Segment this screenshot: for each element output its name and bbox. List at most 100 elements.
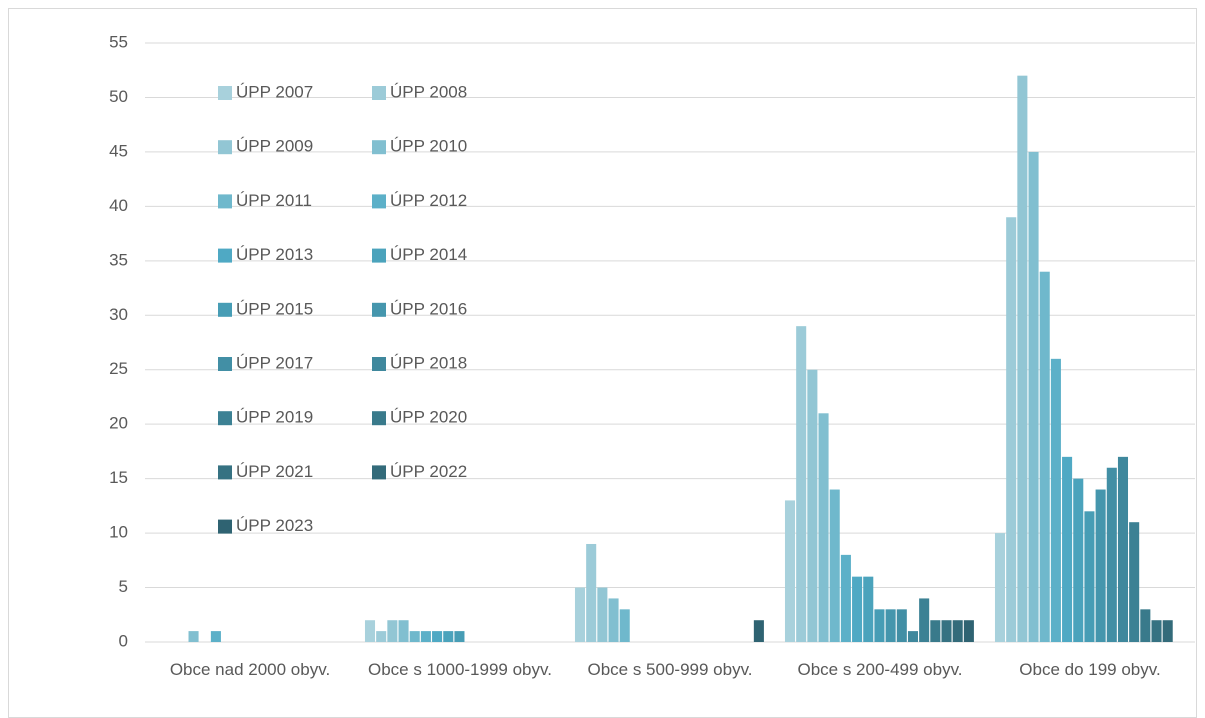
y-tick-label: 45 xyxy=(109,141,128,160)
y-tick-label: 50 xyxy=(109,87,128,106)
bar xyxy=(952,620,963,642)
bar xyxy=(1106,467,1117,642)
legend-swatch xyxy=(372,411,386,426)
bar xyxy=(852,576,863,642)
bar xyxy=(941,620,952,642)
y-tick-label: 10 xyxy=(109,523,128,542)
bar xyxy=(1095,489,1106,642)
bar xyxy=(896,609,907,642)
bar xyxy=(796,326,807,642)
legend-label: ÚPP 2009 xyxy=(236,137,313,156)
legend-swatch xyxy=(218,519,232,534)
x-tick-label: Obce s 200-499 obyv. xyxy=(797,660,963,679)
bar xyxy=(454,631,465,642)
legend-swatch xyxy=(372,465,386,480)
legend-label: ÚPP 2021 xyxy=(236,462,313,481)
bar xyxy=(1017,75,1028,642)
bar xyxy=(829,489,840,642)
legend-label: ÚPP 2017 xyxy=(236,353,313,372)
x-tick-label: Obce s 1000-1999 obyv. xyxy=(368,660,552,679)
legend-label: ÚPP 2008 xyxy=(390,82,467,101)
bar xyxy=(619,609,630,642)
bar xyxy=(919,598,930,642)
legend-swatch xyxy=(218,465,232,480)
bar xyxy=(863,576,874,642)
bar xyxy=(1028,151,1039,642)
bar xyxy=(1151,620,1162,642)
legend-label: ÚPP 2010 xyxy=(390,137,467,156)
bar xyxy=(963,620,974,642)
legend-swatch xyxy=(372,194,386,209)
legend-swatch xyxy=(218,302,232,317)
bar xyxy=(1062,456,1073,642)
legend-swatch xyxy=(372,248,386,263)
legend-label: ÚPP 2014 xyxy=(390,245,467,264)
legend-swatch xyxy=(218,194,232,209)
legend-label: ÚPP 2019 xyxy=(236,408,313,427)
legend-swatch xyxy=(218,357,232,371)
legend-label: ÚPP 2020 xyxy=(390,408,467,427)
y-tick-label: 15 xyxy=(109,468,128,487)
bar xyxy=(387,620,398,642)
bar xyxy=(1006,217,1017,642)
y-tick-label: 35 xyxy=(109,250,128,269)
y-tick-label: 20 xyxy=(109,414,128,433)
x-tick-label: Obce do 199 obyv. xyxy=(1019,660,1161,679)
bar xyxy=(443,631,454,642)
y-tick-label: 25 xyxy=(109,359,128,378)
legend-label: ÚPP 2016 xyxy=(390,299,467,318)
bar xyxy=(1050,358,1061,642)
bar xyxy=(818,413,829,642)
legend-label: ÚPP 2012 xyxy=(390,191,467,210)
bar xyxy=(376,631,387,642)
legend-swatch xyxy=(372,302,386,317)
bar xyxy=(930,620,941,642)
bar xyxy=(210,631,221,642)
legend-label: ÚPP 2015 xyxy=(236,299,313,318)
bar xyxy=(432,631,443,642)
legend-swatch xyxy=(218,86,232,100)
bar xyxy=(840,554,851,642)
legend-label: ÚPP 2007 xyxy=(236,82,313,101)
bar xyxy=(1073,478,1084,642)
legend-swatch xyxy=(218,140,232,155)
bar xyxy=(1129,522,1140,642)
y-tick-label: 40 xyxy=(109,196,128,215)
bar xyxy=(753,620,764,642)
bar xyxy=(586,543,597,642)
bar xyxy=(420,631,431,642)
y-tick-label: 30 xyxy=(109,305,128,324)
bar xyxy=(1140,609,1151,642)
bar xyxy=(994,533,1006,642)
y-tick-label: 0 xyxy=(119,631,128,650)
bar xyxy=(188,631,199,642)
bar xyxy=(885,609,896,642)
legend-swatch xyxy=(218,248,232,263)
legend-swatch xyxy=(372,357,386,371)
bar xyxy=(398,620,409,642)
bar xyxy=(608,598,619,642)
bar xyxy=(784,500,796,642)
bar xyxy=(409,631,420,642)
legend-label: ÚPP 2022 xyxy=(390,462,467,481)
bar xyxy=(597,587,608,642)
legend-label: ÚPP 2011 xyxy=(236,191,312,210)
bar xyxy=(1162,620,1173,642)
y-tick-label: 5 xyxy=(119,577,128,596)
legend-swatch xyxy=(218,411,232,426)
x-tick-label: Obce nad 2000 obyv. xyxy=(169,660,331,679)
bar xyxy=(907,631,919,642)
bar xyxy=(574,587,586,642)
bar xyxy=(1117,456,1129,642)
legend-swatch xyxy=(372,140,386,155)
bar xyxy=(874,609,885,642)
bar xyxy=(364,620,376,642)
x-tick-label: Obce s 500-999 obyv. xyxy=(587,660,753,679)
legend-label: ÚPP 2013 xyxy=(236,245,313,264)
legend-label: ÚPP 2023 xyxy=(236,516,313,535)
legend-label: ÚPP 2018 xyxy=(390,353,467,372)
bar xyxy=(807,369,818,642)
bar xyxy=(1039,271,1050,642)
